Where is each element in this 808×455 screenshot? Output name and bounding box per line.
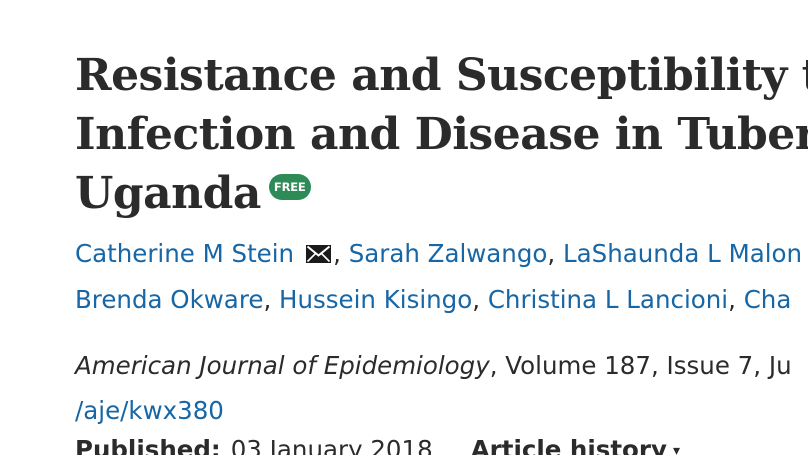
author-link[interactable]: Hussein Kisingo [279,285,473,314]
author-link[interactable]: Christina L Lancioni [487,285,729,314]
author-link[interactable]: Catherine M Stein [75,239,295,268]
citation-details: , Volume 187, Issue 7, Ju [489,351,792,380]
publication-info: Published: 03 January 2018 Article history… [75,433,808,455]
title-line-3: Uganda FREE [75,164,808,223]
author-link[interactable]: Sarah Zalwango [348,239,548,268]
author-link[interactable]: LaShaunda L Malon [562,239,803,268]
author-row-1: Catherine M Stein, Sarah Zalwango, LaSha… [75,231,808,277]
envelope-icon[interactable] [306,232,332,263]
title-line-2: Infection and Disease in Tuberculo [75,109,808,160]
published-label: Published: [75,435,221,455]
citation-line: American Journal of Epidemiology, Volume… [75,343,808,388]
published-date: 03 January 2018 [230,435,433,455]
journal-name: American Journal of Epidemiology [75,351,490,380]
chevron-down-icon: ▾ [672,443,680,455]
author-row-2: Brenda Okware, Hussein Kisingo, Christin… [75,285,792,314]
citation-block: American Journal of Epidemiology, Volume… [75,343,808,433]
author-link[interactable]: Cha [743,285,792,314]
free-access-badge: FREE [268,173,311,200]
author-link[interactable]: Brenda Okware [75,285,264,314]
title-line-1: Resistance and Susceptibility to My [75,50,808,101]
article-title: Resistance and Susceptibility to My Infe… [75,46,808,223]
author-list: Catherine M Stein, Sarah Zalwango, LaSha… [75,231,808,323]
article-history-toggle[interactable]: Article history ▾ [471,435,680,455]
doi-link[interactable]: /aje/kwx380 [75,396,224,425]
